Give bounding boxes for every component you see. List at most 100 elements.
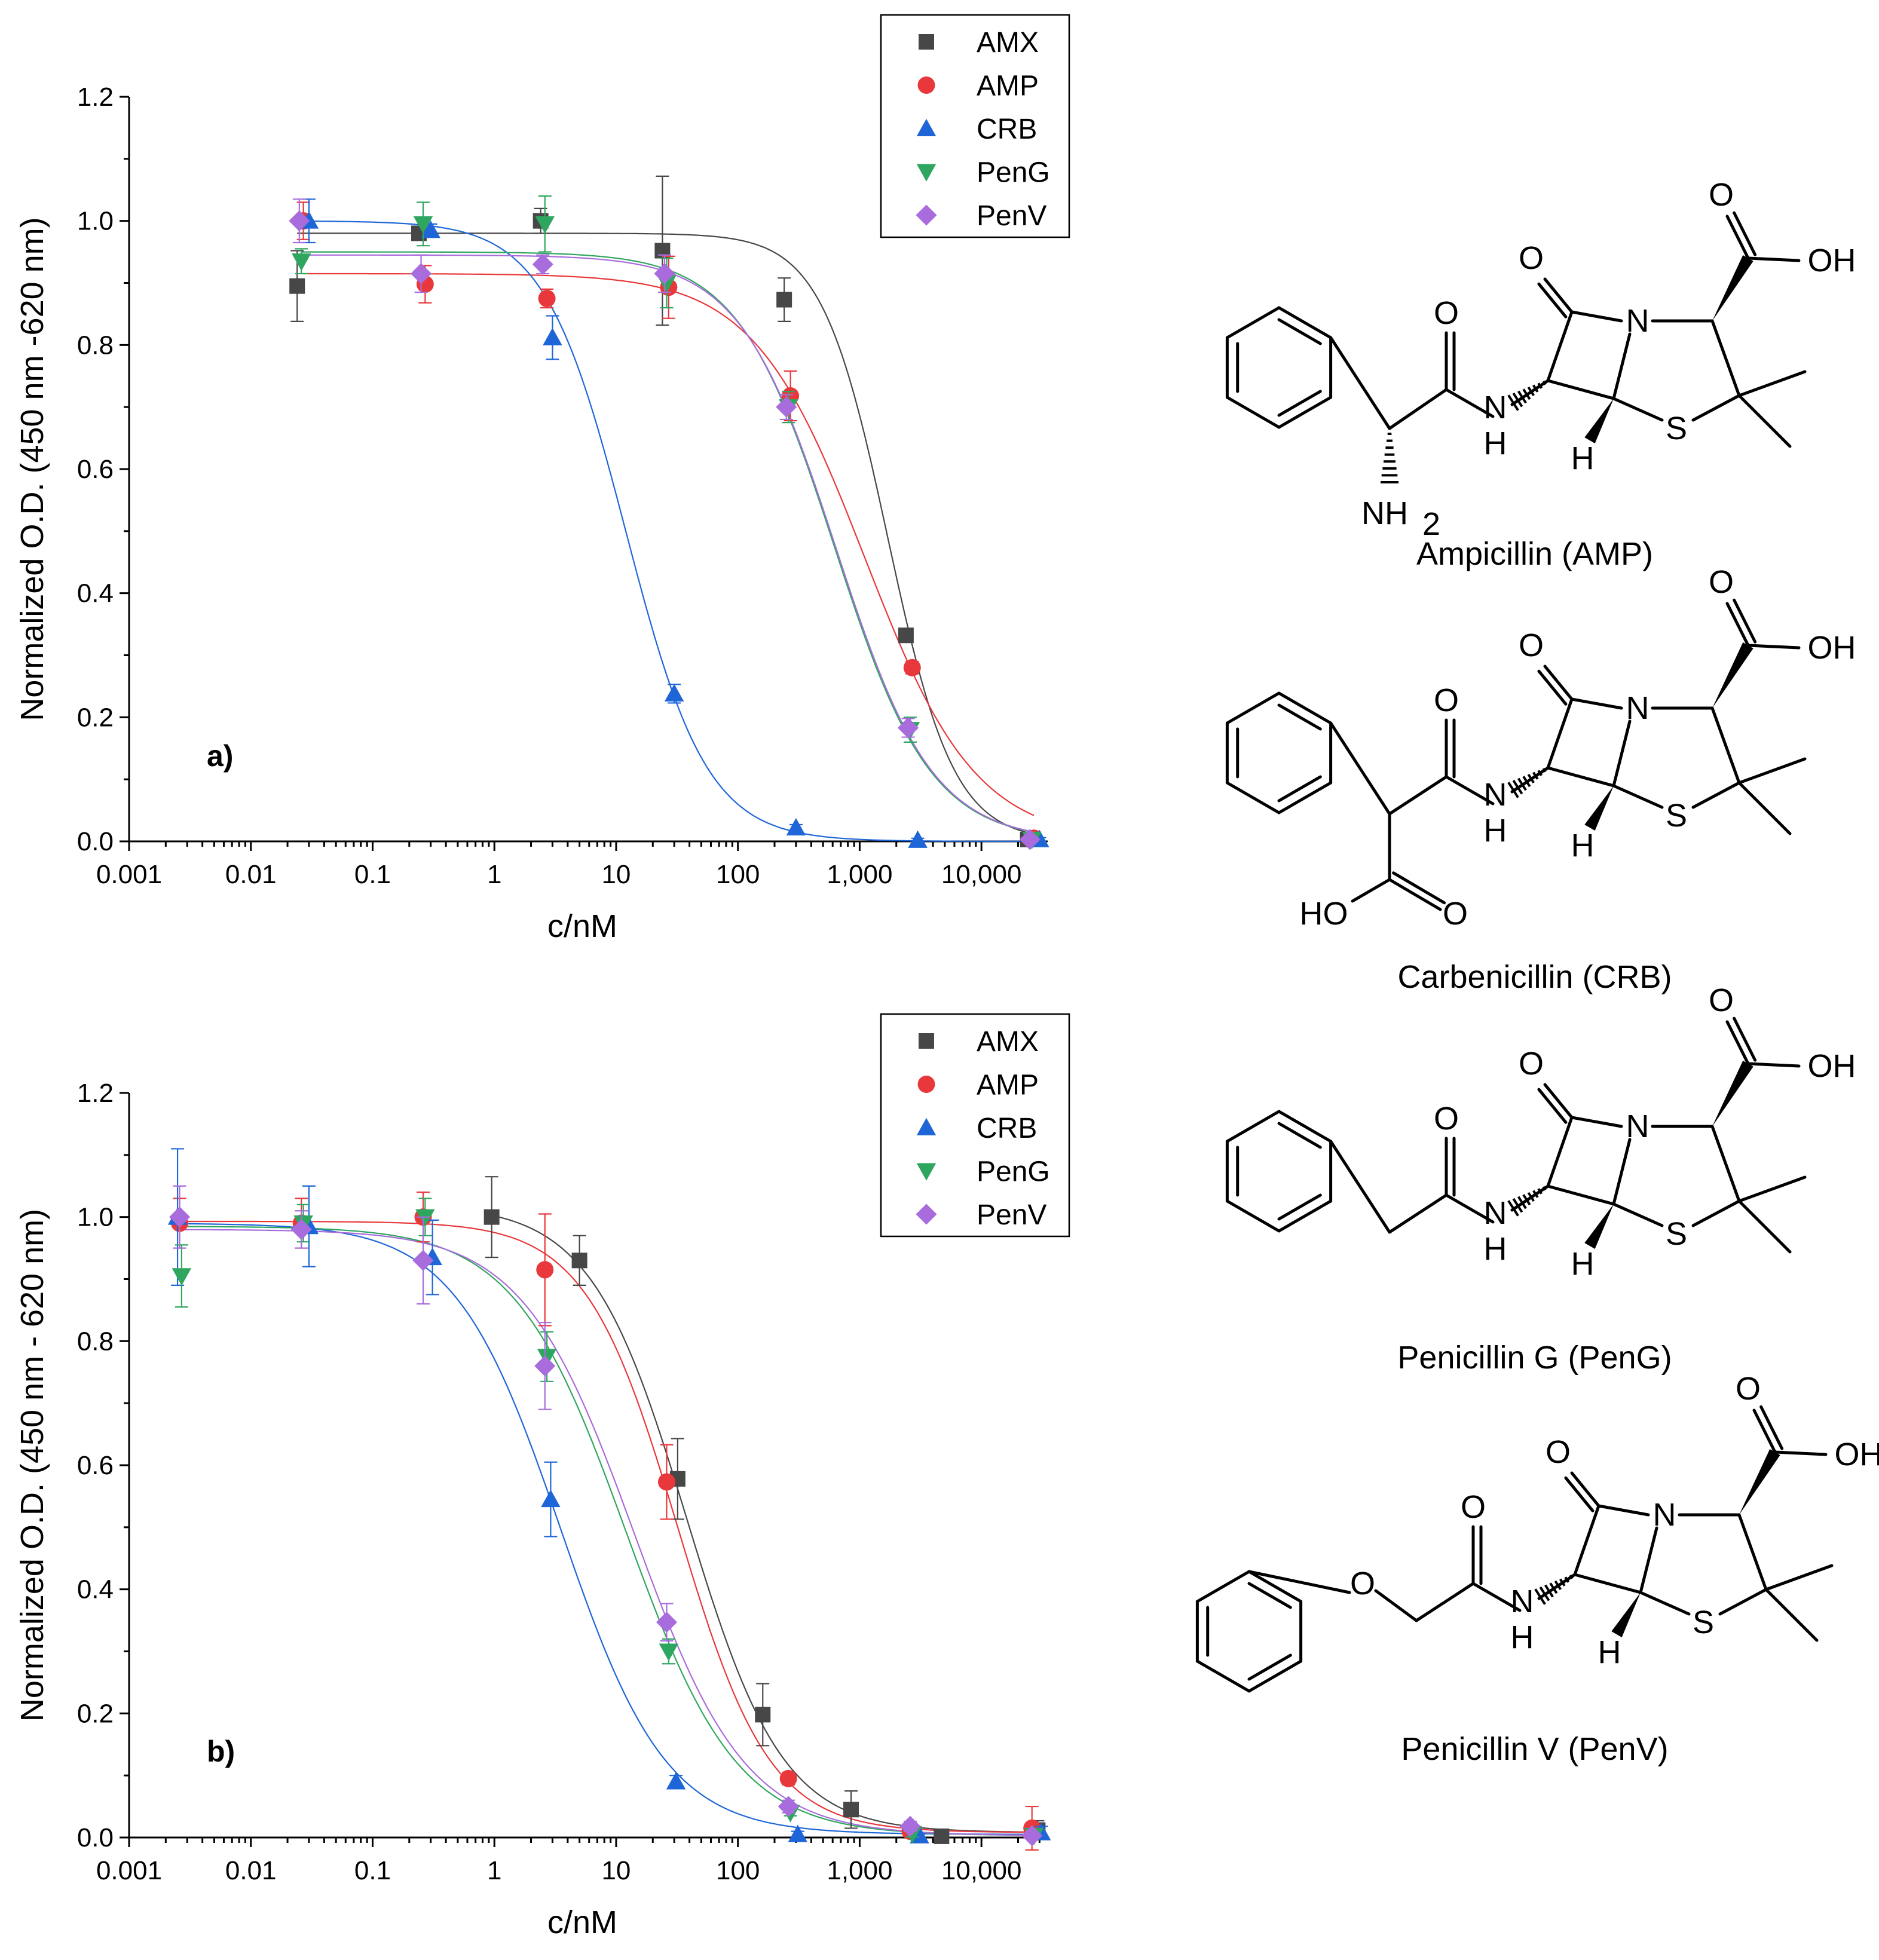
data-point-penv	[778, 1796, 799, 1817]
structure-name: Penicillin G (PenG)	[1397, 1340, 1672, 1376]
legend-marker-crb	[916, 1117, 937, 1135]
data-point-peng	[413, 216, 433, 234]
data-point-amx	[776, 292, 792, 308]
y-tick-label: 1.2	[77, 82, 114, 112]
atom-label: H	[1571, 1246, 1595, 1282]
atom-label: O	[1709, 564, 1734, 600]
atom-label: H	[1484, 425, 1507, 461]
atom-label: S	[1666, 798, 1687, 834]
y-tick-label: 0.6	[77, 455, 114, 484]
data-point-penv	[654, 263, 675, 284]
data-point-amx	[571, 1252, 587, 1269]
structure-name: Carbenicillin (CRB)	[1397, 959, 1672, 995]
x-tick-label: 1	[487, 1856, 501, 1885]
structure-name: Ampicillin (AMP)	[1416, 536, 1653, 572]
data-point-amx	[934, 1828, 950, 1844]
atom-label: N	[1626, 690, 1650, 726]
y-tick-label: 0.8	[77, 1327, 114, 1356]
data-point-crb	[786, 817, 806, 836]
atom-label: O	[1434, 295, 1459, 331]
y-tick-label: 1.0	[77, 207, 114, 236]
legend-marker-peng	[916, 164, 937, 182]
atom-label: O	[1350, 1566, 1375, 1601]
data-point-penv	[1021, 1825, 1043, 1846]
atom-label: O	[1546, 1434, 1571, 1470]
y-tick-label: 1.0	[77, 1203, 114, 1232]
data-point-penv	[534, 1355, 556, 1377]
fit-curve-peng	[301, 251, 1032, 833]
atom-label: O	[1434, 682, 1459, 718]
data-point-crb	[541, 1489, 561, 1508]
data-point-penv	[1019, 829, 1041, 850]
legend-label-penv: PenV	[977, 200, 1046, 232]
data-point-penv	[656, 1612, 678, 1633]
chart-panel-b: 0.0 0.2 0.4 0.6 0.8 1.0 1.2 0.001 0.01 0.1 1 10 100 1…	[14, 1013, 1070, 1940]
data-point-penv	[289, 210, 310, 232]
y-tick-label: 0.0	[77, 827, 114, 856]
x-axis-title: c/nM	[547, 908, 617, 944]
y-tick-label: 0.2	[77, 1699, 114, 1728]
y-tick-label: 0.2	[77, 703, 114, 732]
panel-label: b)	[207, 1735, 235, 1768]
atom-label: OH	[1808, 1048, 1856, 1084]
atom-label: S	[1666, 1216, 1687, 1252]
data-point-crb	[664, 684, 684, 702]
fit-curve-crb	[308, 220, 1040, 843]
legend-label-peng: PenG	[977, 157, 1050, 189]
data-point-penv	[532, 253, 553, 275]
atom-label: HO	[1300, 896, 1348, 932]
legend-marker-amx	[919, 34, 934, 50]
legend-marker-peng	[916, 1163, 937, 1181]
atom-label: O	[1709, 982, 1734, 1018]
data-point-amp	[536, 1261, 554, 1279]
x-tick-label: 100	[716, 1856, 760, 1885]
data-point-crb	[908, 830, 928, 848]
y-tick-label: 0.4	[77, 1575, 114, 1604]
atom-label: N	[1626, 303, 1650, 339]
legend-marker-amp	[917, 1076, 935, 1093]
x-axis-title: c/nM	[547, 1904, 617, 1940]
y-axis-title: Normalized O.D. (450 nm - 620 nm)	[14, 1209, 50, 1722]
legend: AMX AMP CRB PenG PenV	[880, 1013, 1070, 1238]
y-axis-title: Normalized O.D. (450 nm -620 nm)	[14, 217, 50, 721]
atom-label: O	[1736, 1371, 1761, 1407]
atom-label: N	[1484, 1195, 1507, 1231]
x-tick-label: 100	[716, 860, 760, 889]
data-point-amx	[843, 1802, 859, 1818]
legend: AMX AMP CRB PenG PenV	[880, 14, 1070, 238]
legend-label-amx: AMX	[977, 27, 1039, 59]
data-point-amp	[903, 659, 921, 676]
fit-curve-penv	[179, 1229, 1032, 1836]
data-point-peng	[535, 216, 555, 234]
legend-label-amx: AMX	[977, 1026, 1039, 1058]
legend-marker-crb	[916, 118, 937, 136]
y-tick-label: 0.8	[77, 330, 114, 360]
fit-curve-peng	[181, 1226, 1034, 1836]
atom-label: O	[1519, 240, 1544, 276]
data-point-amx	[755, 1707, 771, 1723]
atom-label: O	[1519, 1046, 1544, 1082]
atom-label: NH	[1361, 495, 1408, 531]
x-tick-label: 1,000	[827, 1856, 892, 1885]
chart-panel-a: 0.0 0.2 0.4 0.6 0.8 1.0 1.2 0.001 0.01 0.1 1 10 100 1…	[14, 14, 1070, 944]
atom-label: OH	[1808, 630, 1856, 666]
data-point-amp	[779, 1769, 797, 1787]
x-tick-label: 0.001	[96, 1856, 162, 1885]
x-tick-label: 0.001	[96, 860, 162, 889]
atom-label: N	[1653, 1497, 1676, 1533]
data-point-penv	[899, 1815, 921, 1837]
data-point-peng	[292, 253, 311, 271]
atom-label: H	[1511, 1619, 1534, 1655]
legend-label-amp: AMP	[977, 1070, 1039, 1101]
data-point-peng	[172, 1268, 192, 1286]
atom-label: S	[1666, 411, 1687, 446]
legend-label-crb: CRB	[977, 114, 1037, 145]
structure-name: Penicillin V (PenV)	[1401, 1731, 1668, 1767]
atom-label: OH	[1808, 243, 1856, 278]
x-tick-label: 10,000	[941, 860, 1022, 889]
data-point-crb	[421, 220, 440, 238]
